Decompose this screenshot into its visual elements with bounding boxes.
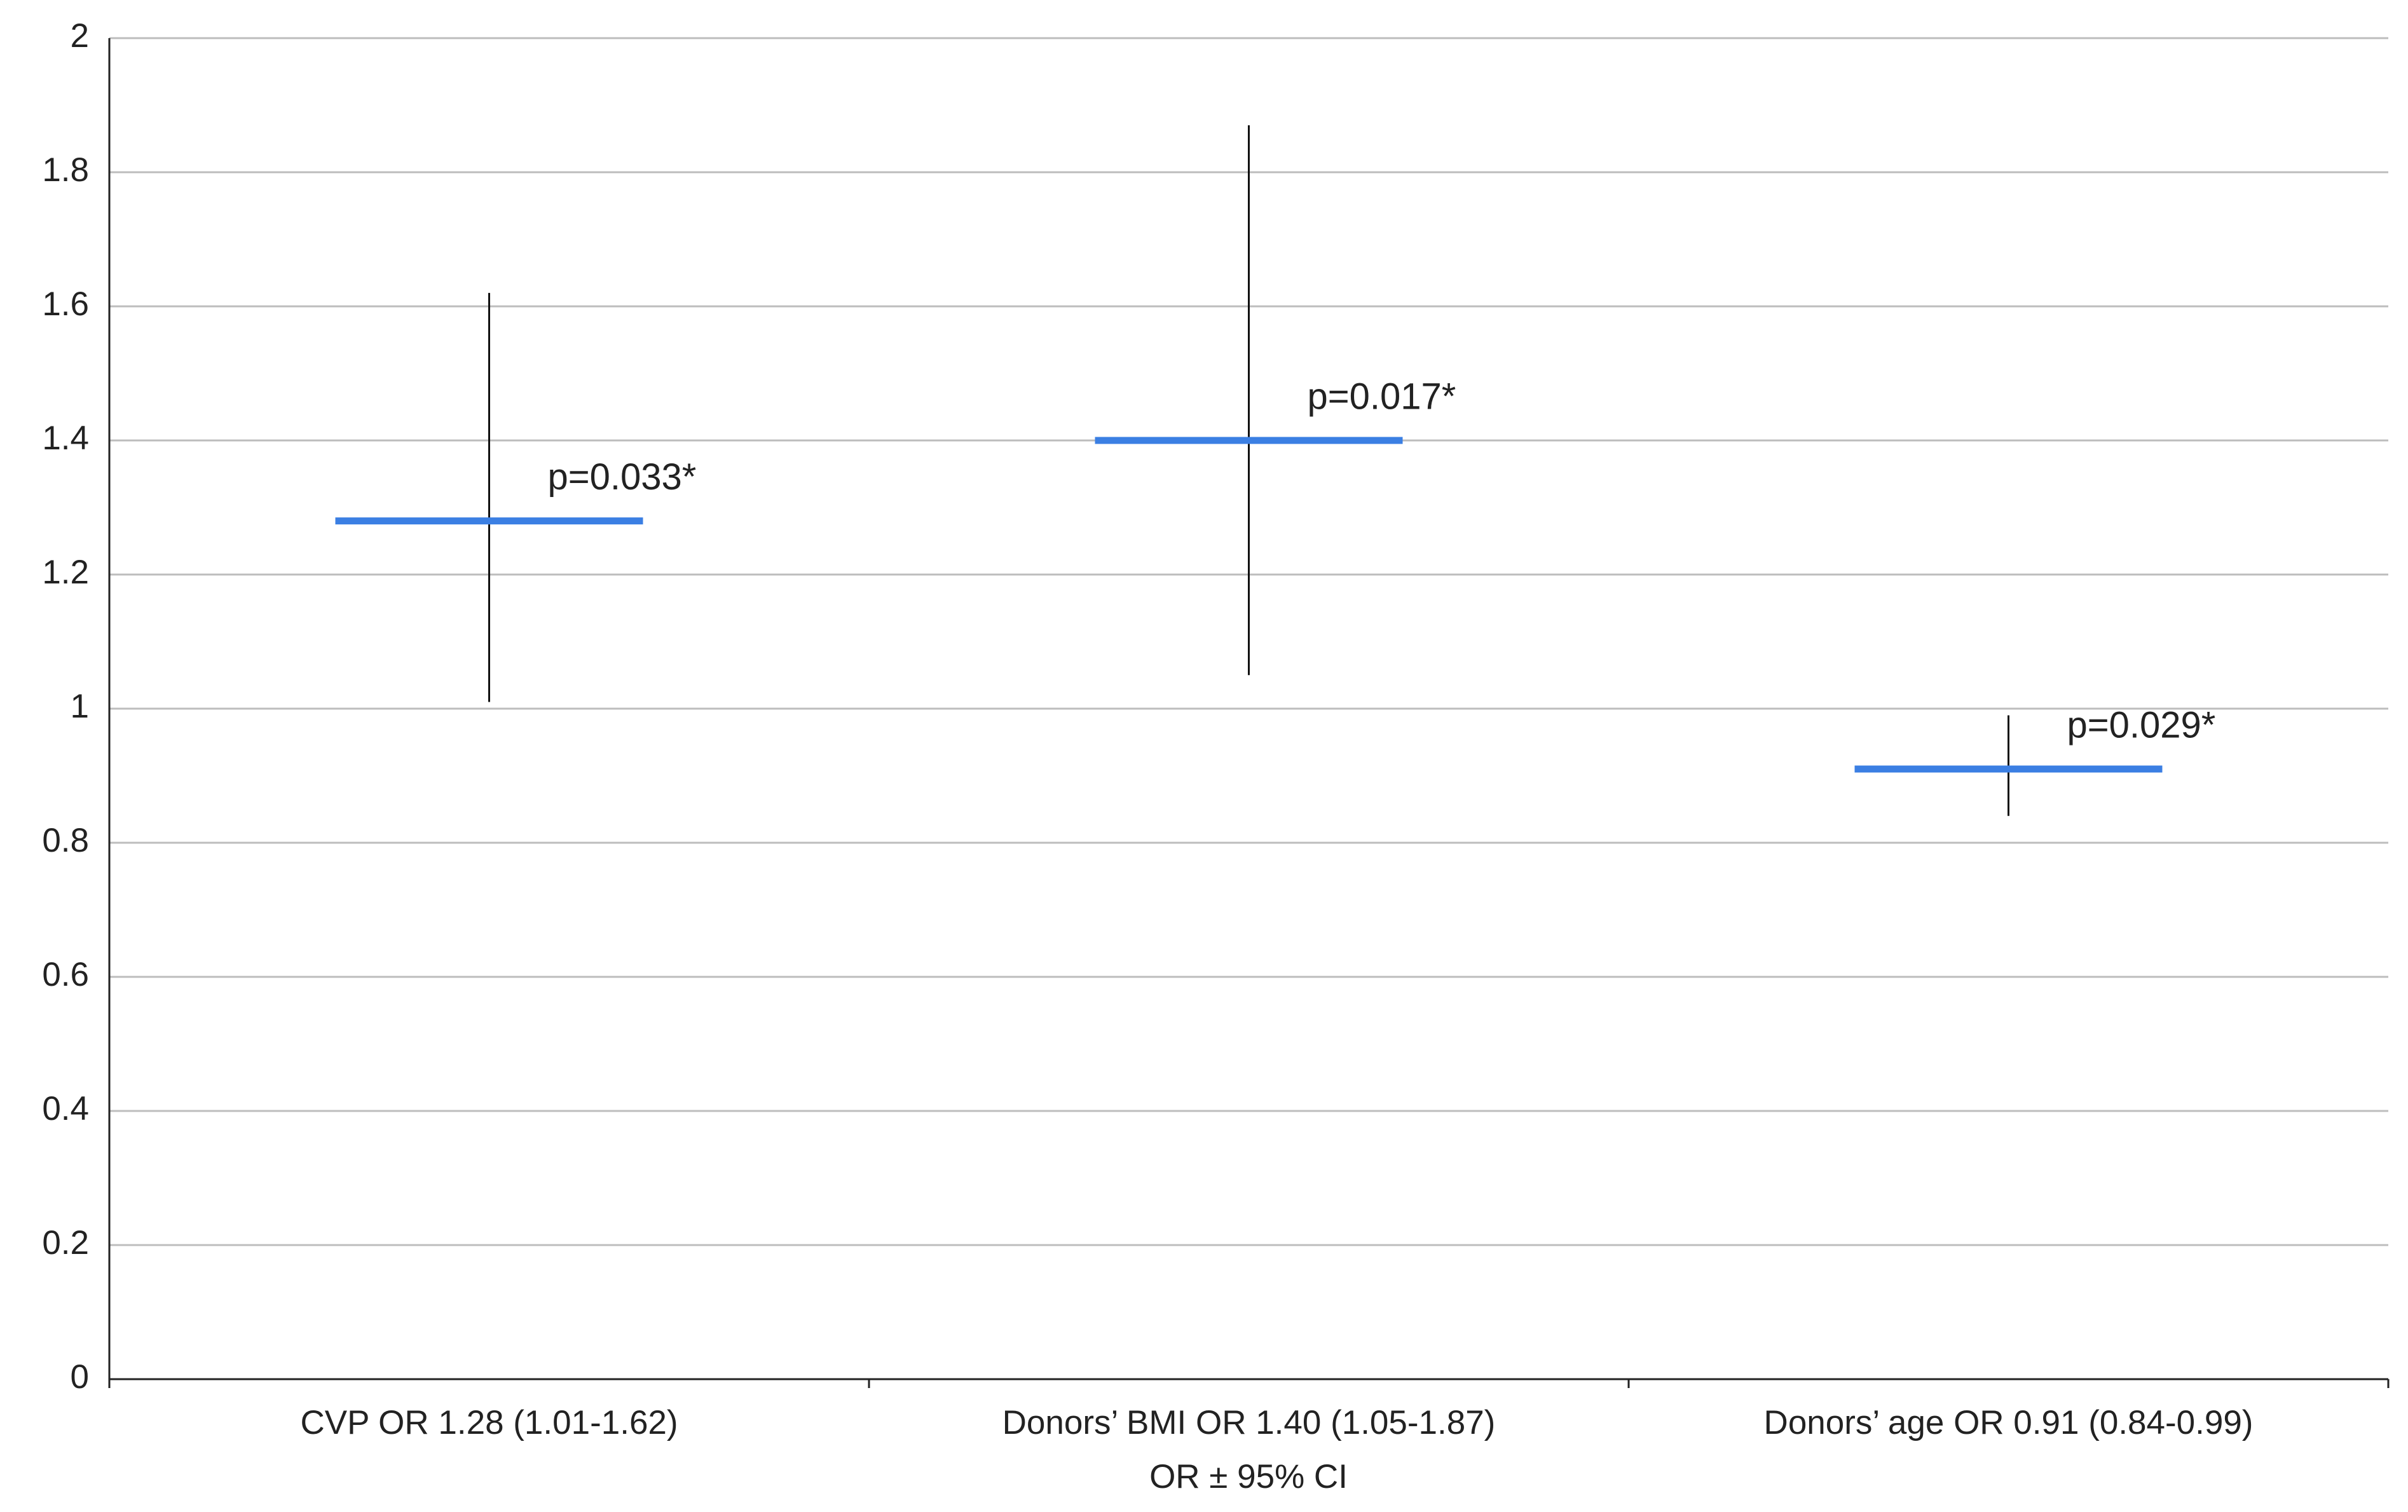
x-tick-label: Donors’ age OR 0.91 (0.84-0.99) (1764, 1404, 2254, 1441)
x-tick-label: Donors’ BMI OR 1.40 (1.05-1.87) (1002, 1404, 1496, 1441)
p-value-label: p=0.029* (2067, 704, 2216, 746)
x-tick-label: CVP OR 1.28 (1.01-1.62) (300, 1404, 678, 1441)
y-tick-label: 0.4 (42, 1090, 89, 1127)
y-tick-label: 0.6 (42, 956, 89, 993)
y-tick-label: 0 (71, 1358, 89, 1396)
y-tick-label: 0.8 (42, 822, 89, 859)
y-tick-label: 2 (71, 17, 89, 55)
y-tick-label: 1.2 (42, 554, 89, 591)
p-value-label: p=0.017* (1308, 376, 1456, 417)
x-axis-label: OR ± 95% CI (1149, 1458, 1348, 1495)
y-tick-label: 1.8 (42, 151, 89, 189)
p-value-label: p=0.033* (548, 456, 697, 498)
y-tick-label: 0.2 (42, 1224, 89, 1262)
y-tick-label: 1.4 (42, 419, 89, 457)
y-tick-label: 1 (71, 688, 89, 725)
y-tick-label: 1.6 (42, 285, 89, 323)
